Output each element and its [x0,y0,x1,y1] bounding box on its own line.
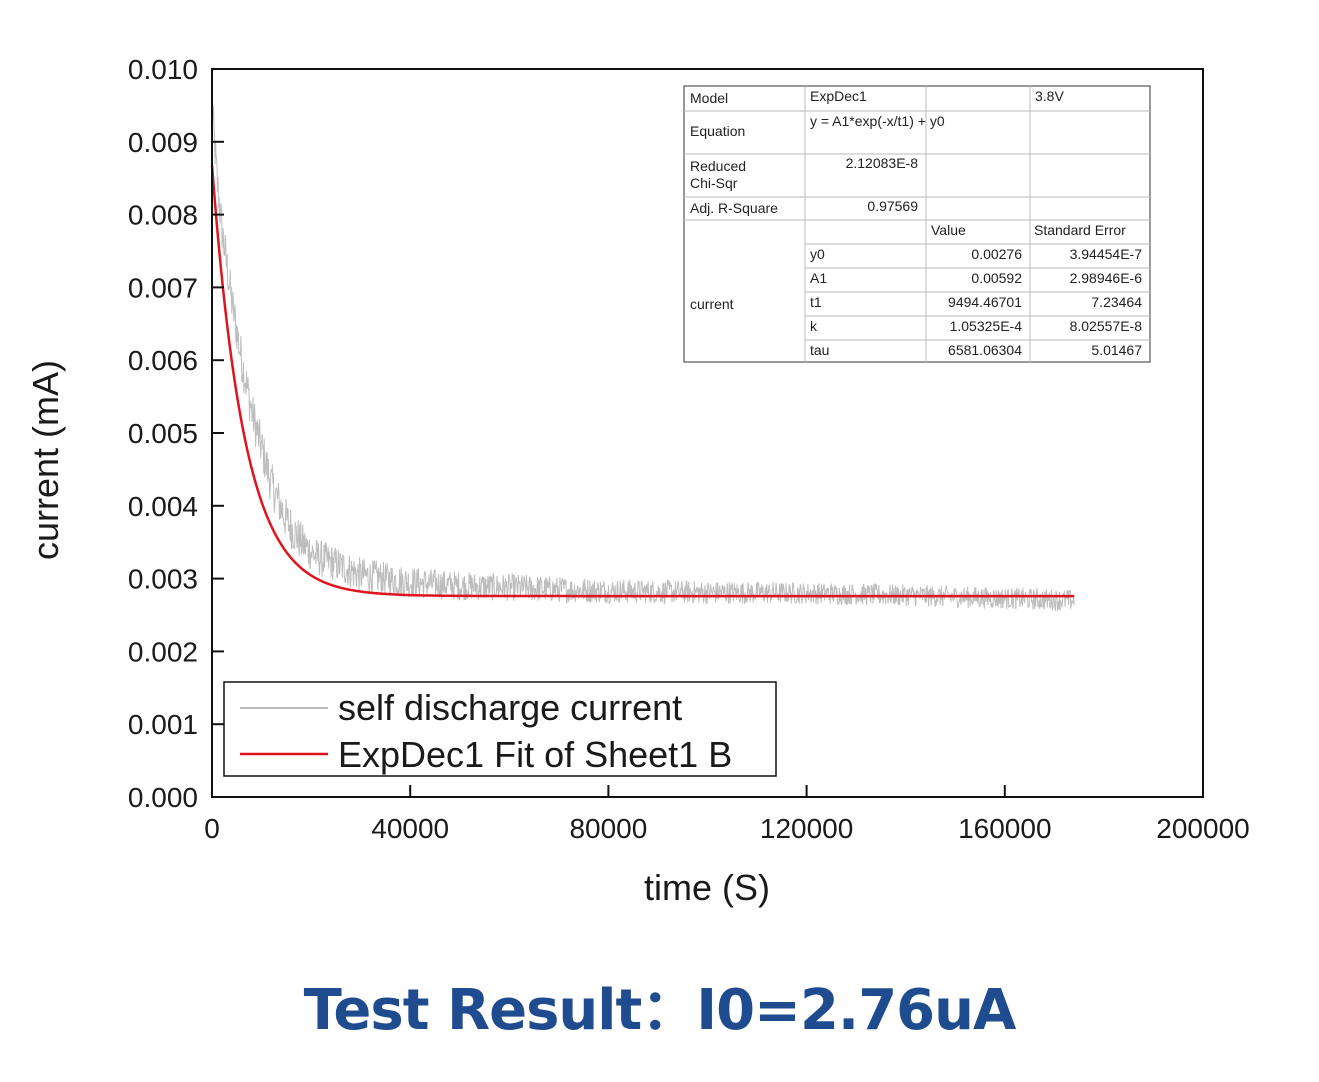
fit-adjr-value: 0.97569 [867,198,918,214]
fit-param-stderr: 5.01467 [1091,342,1142,358]
fit-param-value: 0.00276 [971,246,1022,262]
fit-equation-label: Equation [690,123,745,139]
y-axis-title: current (mA) [25,360,66,560]
fit-param-value: 9494.46701 [948,294,1022,310]
fit-adjr-label: Adj. R-Square [690,200,778,216]
fit-param-value: 0.00592 [971,270,1022,286]
fit-param-value: 6581.06304 [948,342,1022,358]
ticks-layer: 0 40000 80000 120000 160000 200000 0.000 0.001 0… [128,54,1250,844]
fit-equation-value: y = A1*exp(-x/t1) + y0 [810,113,945,129]
fit-chisq-label: Chi-Sqr [690,175,738,191]
y-tick-label: 0.002 [128,636,198,667]
y-tick-label: 0.006 [128,345,198,376]
legend: self discharge current ExpDec1 Fit of Sh… [223,681,777,777]
fit-chisq-value: 2.12083E-8 [846,155,919,171]
fit-model-label: Model [690,90,728,106]
fit-param-name: k [810,318,818,334]
fit-param-stderr: 7.23464 [1091,294,1142,310]
y-tick-label: 0.008 [128,200,198,231]
x-tick-label: 160000 [958,813,1051,844]
fit-param-name: t1 [810,294,822,310]
y-tick-label: 0.009 [128,127,198,158]
y-tick-label: 0.007 [128,272,198,303]
fit-group-label: current [690,296,734,312]
fit-value-header: Value [931,222,966,238]
x-tick-label: 40000 [371,813,449,844]
fit-param-stderr: 8.02557E-8 [1070,318,1143,334]
fit-model-extra: 3.8V [1035,88,1064,104]
test-result-caption: Test Result：I0=2.76uA [303,978,1017,1043]
fit-param-name: y0 [810,246,825,262]
x-tick-label: 120000 [760,813,853,844]
fit-model-value: ExpDec1 [810,88,867,104]
fit-param-stderr: 2.98946E-6 [1070,270,1143,286]
x-tick-label: 200000 [1156,813,1249,844]
y-tick-label: 0.010 [128,54,198,85]
legend-label-fit: ExpDec1 Fit of Sheet1 B [338,734,732,775]
fit-param-name: A1 [810,270,827,286]
series-self-discharge-current [211,98,1075,611]
y-tick-label: 0.004 [128,491,198,522]
y-tick-label: 0.005 [128,418,198,449]
x-tick-label: 0 [204,813,220,844]
x-tick-label: 80000 [569,813,647,844]
series-layer [210,165,1075,598]
fit-stderr-header: Standard Error [1034,222,1126,238]
fit-param-stderr: 3.94454E-7 [1070,246,1143,262]
fit-param-name: tau [810,342,829,358]
y-tick-label: 0.003 [128,564,198,595]
series-expdec1-fit [210,165,1075,598]
legend-label-noise: self discharge current [338,687,682,728]
noise-layer [211,98,1075,611]
fit-param-value: 1.05325E-4 [950,318,1023,334]
fit-chisq-label: Reduced [690,158,746,174]
x-axis-title: time (S) [644,867,770,908]
fit-table: Model ExpDec1 3.8V Equation y = A1*exp(-x/t1… [683,85,1151,363]
y-tick-label: 0.001 [128,709,198,740]
legend-box [223,681,777,777]
y-tick-label: 0.000 [128,782,198,813]
